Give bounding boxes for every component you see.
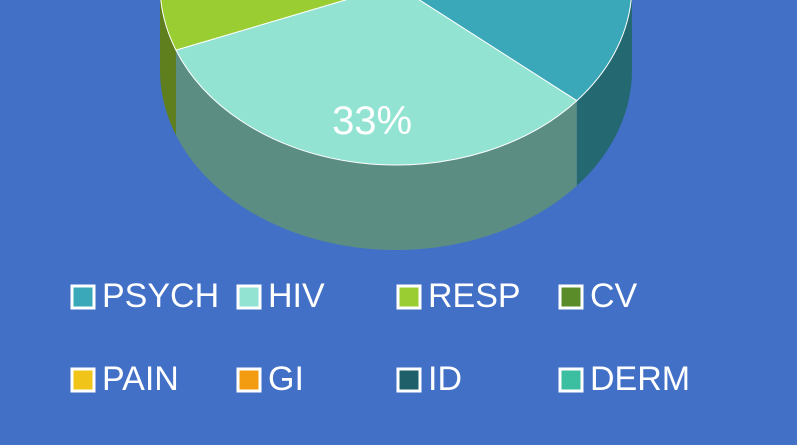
legend-label: HIV xyxy=(268,277,325,315)
legend-swatch xyxy=(396,284,422,310)
pie: 33% xyxy=(160,0,632,250)
data-label: 33% xyxy=(332,99,412,143)
legend-label: PAIN xyxy=(102,360,179,398)
legend-swatch xyxy=(396,367,422,393)
pie-slice xyxy=(175,0,578,166)
pie-slice xyxy=(418,0,632,102)
legend-swatch xyxy=(70,367,96,393)
legend-label: PSYCH xyxy=(102,277,219,315)
legend-swatch xyxy=(236,284,262,310)
pie-side xyxy=(160,0,176,136)
legend-label: GI xyxy=(268,360,304,398)
legend-label: ID xyxy=(428,360,462,398)
legend-label: DERM xyxy=(590,360,690,398)
legend-swatch xyxy=(558,367,584,393)
legend: PSYCH HIV RESP CV PAIN GI ID DERM xyxy=(70,277,690,398)
legend-label: CV xyxy=(590,277,638,315)
legend-swatch xyxy=(236,367,262,393)
pie-slice xyxy=(160,0,348,51)
legend-swatch xyxy=(558,284,584,310)
pie-side xyxy=(175,50,577,250)
legend-swatch xyxy=(70,284,96,310)
legend-label: RESP xyxy=(428,277,521,315)
